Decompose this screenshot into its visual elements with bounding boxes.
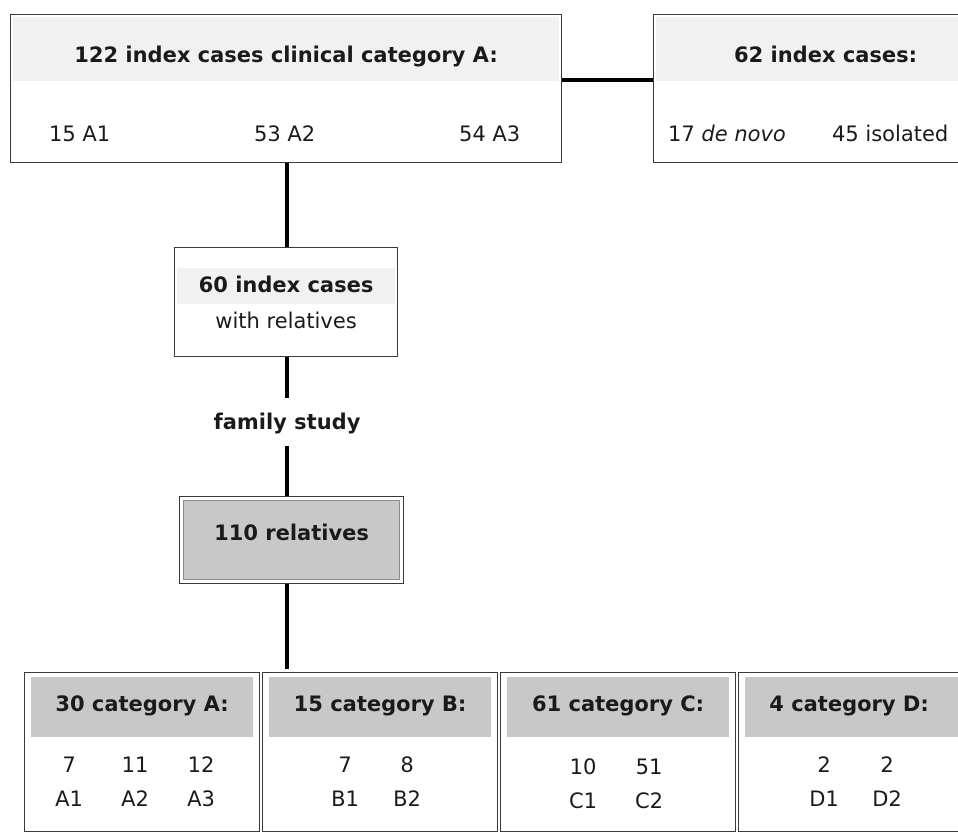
category-a-box: 30 category A: 7 11 12 A1 A2 A3 bbox=[24, 672, 260, 832]
category-a-title: 30 category A: bbox=[55, 692, 229, 716]
category-header-band bbox=[507, 677, 729, 737]
category-a-count-3: 12 bbox=[187, 753, 215, 777]
category-a-label-2: A2 bbox=[121, 787, 149, 811]
relatives-title: 110 relatives bbox=[214, 521, 369, 545]
box-a-item-a1: 15 A1 bbox=[49, 122, 111, 146]
box-a-item-a2: 53 A2 bbox=[254, 122, 316, 146]
box-b-de-novo: 17 de novo bbox=[668, 124, 786, 145]
box-b-title: 62 index cases: bbox=[734, 43, 918, 67]
category-d-label-1: D1 bbox=[809, 787, 839, 811]
relatives-box: 110 relatives bbox=[179, 496, 404, 584]
de-novo-label: de novo bbox=[701, 122, 786, 146]
index-with-relatives-subtitle: with relatives bbox=[215, 309, 357, 333]
connector-a-to-index bbox=[285, 163, 289, 248]
category-a-count-1: 7 bbox=[62, 753, 76, 777]
category-b-count-1: 7 bbox=[338, 753, 352, 777]
category-b-label-1: B1 bbox=[331, 787, 359, 811]
category-a-label-3: A3 bbox=[187, 787, 215, 811]
category-c-count-1: 10 bbox=[569, 755, 597, 779]
box-header-band bbox=[177, 268, 395, 304]
category-d-label-2: D2 bbox=[872, 787, 902, 811]
category-header-band bbox=[745, 677, 958, 737]
index-cases-category-a-box: 122 index cases clinical category A: 15 … bbox=[10, 14, 562, 163]
box-a-item-a3: 54 A3 bbox=[459, 122, 521, 146]
relatives-box-fill bbox=[183, 500, 400, 580]
category-c-box: 61 category C: 10 51 C1 C2 bbox=[500, 672, 736, 832]
box-b-isolated: 45 isolated bbox=[832, 122, 949, 146]
box-a-title: 122 index cases clinical category A: bbox=[74, 43, 498, 67]
category-b-count-2: 8 bbox=[400, 753, 414, 777]
category-d-box: 4 category D: 2 2 D1 D2 bbox=[738, 672, 958, 832]
index-cases-with-relatives-box: 60 index cases with relatives bbox=[174, 247, 398, 357]
index-with-relatives-title: 60 index cases bbox=[198, 273, 374, 297]
category-d-title: 4 category D: bbox=[769, 692, 929, 716]
category-c-count-2: 51 bbox=[635, 755, 663, 779]
family-study-label: family study bbox=[213, 410, 361, 434]
category-header-band bbox=[269, 677, 491, 737]
category-a-count-2: 11 bbox=[121, 753, 149, 777]
category-d-count-2: 2 bbox=[880, 753, 894, 777]
box-header-band bbox=[13, 17, 559, 81]
connector-a-to-b bbox=[562, 78, 654, 82]
de-novo-count: 17 bbox=[668, 122, 695, 146]
category-b-box: 15 category B: 7 8 B1 B2 bbox=[262, 672, 498, 832]
category-c-title: 61 category C: bbox=[531, 692, 705, 716]
index-cases-62-box: 62 index cases: 17 de novo 45 isolated bbox=[653, 14, 958, 163]
connector-family-to-relatives bbox=[285, 446, 289, 498]
category-c-label-1: C1 bbox=[568, 789, 598, 813]
category-c-label-2: C2 bbox=[634, 789, 664, 813]
category-b-title: 15 category B: bbox=[293, 692, 467, 716]
connector-relatives-to-categories bbox=[285, 583, 289, 669]
category-b-label-2: B2 bbox=[393, 787, 421, 811]
connector-index-to-family bbox=[285, 356, 289, 398]
category-d-count-1: 2 bbox=[817, 753, 831, 777]
category-a-label-1: A1 bbox=[55, 787, 83, 811]
category-header-band bbox=[31, 677, 253, 737]
box-header-band bbox=[656, 17, 958, 81]
